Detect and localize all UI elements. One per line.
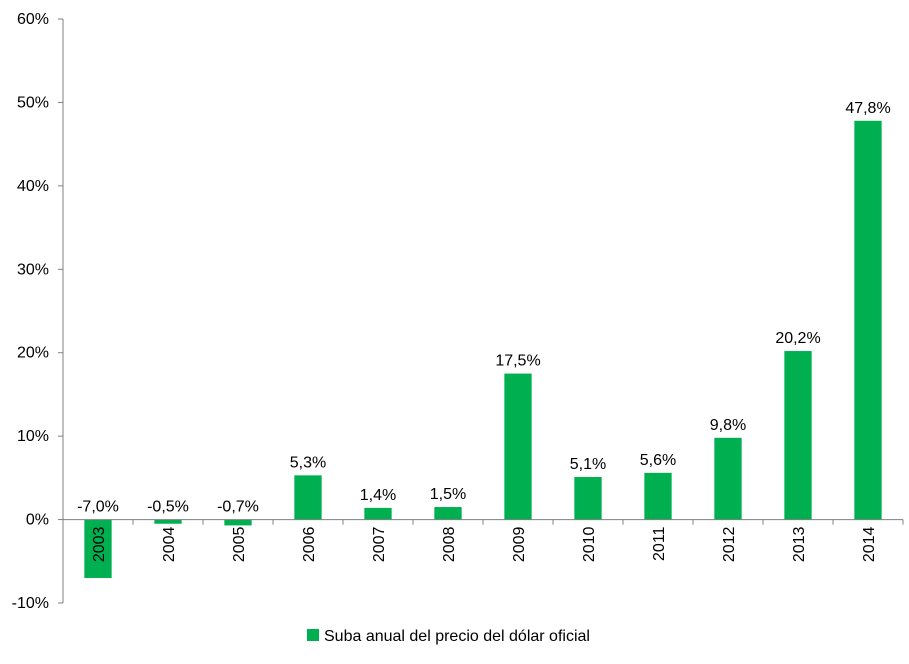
y-tick-label: 0% bbox=[26, 512, 49, 529]
data-labels: -7,0% -0,5% -0,7% 5,3% 1,4% 1,5% 17,5% 5,1% 5,6%… bbox=[77, 100, 891, 516]
bar-2007 bbox=[364, 507, 392, 520]
y-tick-label: 20% bbox=[17, 345, 49, 362]
bar-2013 bbox=[784, 351, 812, 520]
y-tick-label: 60% bbox=[17, 11, 49, 28]
bar-2004 bbox=[154, 519, 182, 524]
bar-2014 bbox=[854, 120, 882, 520]
bar-2003 bbox=[84, 519, 112, 578]
bar-2008 bbox=[434, 507, 462, 520]
x-tick-label-2014: 2014 bbox=[861, 526, 878, 562]
data-label-2004: -0,5% bbox=[147, 499, 189, 516]
x-tick-label-2003: 2003 bbox=[91, 526, 108, 562]
legend: Suba anual del precio del dólar oficial bbox=[307, 628, 590, 645]
y-tick-label: 40% bbox=[17, 178, 49, 195]
x-tick-label-2006: 2006 bbox=[301, 526, 318, 562]
x-tick-label-2009: 2009 bbox=[511, 526, 528, 562]
x-axis: 2003 2004 2005 2006 2007 2008 2009 2010 2011 2012… bbox=[62, 519, 904, 562]
bar-2010 bbox=[574, 477, 602, 520]
bar-2006 bbox=[294, 475, 322, 520]
bar-2011 bbox=[644, 472, 672, 520]
x-tick-label-2007: 2007 bbox=[371, 526, 388, 562]
legend-label: Suba anual del precio del dólar oficial bbox=[324, 628, 590, 645]
data-label-2003: -7,0% bbox=[77, 499, 119, 516]
x-tick-label-2004: 2004 bbox=[161, 526, 178, 562]
data-label-2006: 5,3% bbox=[290, 454, 326, 471]
data-label-2012: 9,8% bbox=[710, 417, 746, 434]
data-label-2005: -0,7% bbox=[217, 499, 259, 516]
y-tick-label: 10% bbox=[17, 428, 49, 445]
bars bbox=[84, 120, 882, 578]
data-label-2013: 20,2% bbox=[775, 330, 820, 347]
bar-2009 bbox=[504, 373, 532, 520]
data-label-2010: 5,1% bbox=[570, 456, 606, 473]
x-tick-label-2012: 2012 bbox=[721, 526, 738, 562]
data-label-2007: 1,4% bbox=[360, 487, 396, 504]
y-tick-label: 50% bbox=[17, 94, 49, 111]
bar-2012 bbox=[714, 437, 742, 520]
x-tick-label-2010: 2010 bbox=[581, 526, 598, 562]
bar-2005 bbox=[224, 519, 252, 526]
x-tick-label-2013: 2013 bbox=[791, 526, 808, 562]
y-tick-label: 30% bbox=[17, 261, 49, 278]
data-label-2009: 17,5% bbox=[495, 353, 540, 370]
legend-swatch bbox=[307, 629, 319, 641]
data-label-2011: 5,6% bbox=[640, 452, 676, 469]
data-label-2014: 47,8% bbox=[845, 100, 890, 117]
data-label-2008: 1,5% bbox=[430, 486, 466, 503]
y-tick-label: -10% bbox=[12, 595, 49, 612]
y-axis: -10% 0% 10% 20% 30% 40% 50% 60% bbox=[12, 11, 64, 612]
x-tick-label-2011: 2011 bbox=[651, 526, 668, 561]
x-tick-label-2008: 2008 bbox=[441, 526, 458, 562]
x-tick-label-2005: 2005 bbox=[231, 526, 248, 562]
